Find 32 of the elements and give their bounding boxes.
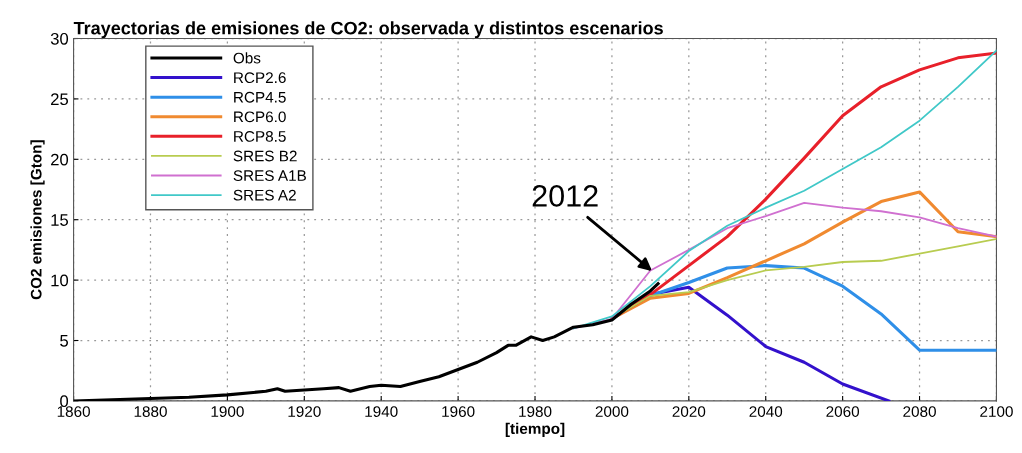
x-tick-label: 2040	[749, 406, 783, 417]
annotation: 2012	[532, 185, 598, 207]
y-tick-label: 20	[51, 153, 69, 166]
legend-label: RCP8.5	[234, 131, 286, 142]
legend-label: RCP6.0	[234, 111, 286, 123]
x-tick-label: 2060	[826, 406, 860, 417]
legend-label: SRES A2	[233, 189, 296, 201]
legend-label: RCP4.5	[234, 91, 286, 103]
x-tick-label: 1880	[134, 406, 167, 417]
y-tick-label: 30	[50, 32, 69, 45]
line-series	[73, 282, 660, 401]
x-tick-label: 2020	[672, 406, 706, 417]
y-tick-label: 10	[51, 274, 69, 287]
x-tick-label: 2000	[595, 406, 629, 417]
x-tick-label: 1920	[288, 406, 321, 417]
y-tick-label: 5	[60, 335, 69, 347]
legend-label: SRES A1B	[233, 170, 306, 182]
x-tick-label: 1860	[57, 406, 90, 417]
chart-title: Trayectorias de emisiones de CO2: observada y distintos escenarios	[73, 21, 663, 39]
y-axis-title: CO2 emisiones [Gton]	[30, 140, 45, 300]
legend-label: RCP2.6	[234, 72, 286, 84]
y-tick-label: 15	[51, 214, 69, 226]
x-tick-label: 2100	[980, 406, 1013, 417]
legend-label: Obs	[233, 52, 261, 64]
y-tick-label: 25	[51, 93, 69, 106]
x-tick-label: 1960	[442, 406, 475, 417]
x-tick-label: 1980	[519, 406, 552, 417]
x-axis-title: [tiempo]	[505, 422, 565, 438]
x-tick-label: 1940	[365, 406, 398, 417]
x-tick-label: 1900	[211, 406, 244, 417]
legend-label: SRES B2	[233, 150, 297, 162]
x-tick-label: 2080	[903, 406, 936, 417]
